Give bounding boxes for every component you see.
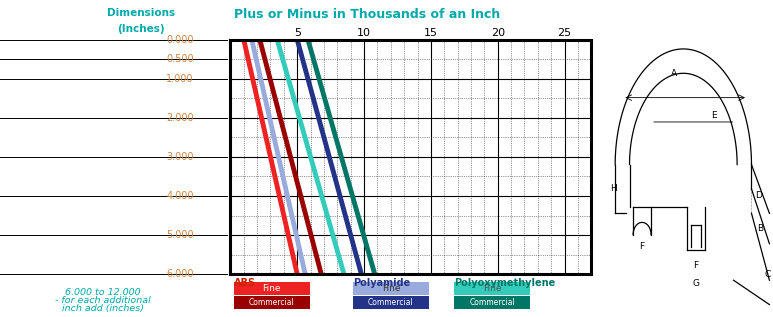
Text: Polyamide: Polyamide (353, 278, 410, 288)
Text: Fine: Fine (483, 284, 502, 293)
Text: Commercial: Commercial (249, 298, 295, 307)
FancyBboxPatch shape (455, 296, 530, 309)
FancyBboxPatch shape (234, 296, 310, 309)
FancyBboxPatch shape (455, 282, 530, 295)
Text: inch add (inches): inch add (inches) (62, 304, 144, 313)
Text: 15: 15 (424, 28, 438, 38)
Text: 0.000: 0.000 (166, 35, 194, 45)
Text: 3.000: 3.000 (166, 152, 194, 162)
FancyBboxPatch shape (353, 282, 429, 295)
FancyBboxPatch shape (353, 296, 429, 309)
Text: 10: 10 (357, 28, 371, 38)
Text: 2.000: 2.000 (166, 113, 194, 123)
Text: 0.500: 0.500 (166, 54, 194, 64)
Text: D: D (755, 191, 762, 199)
Text: - for each additional: - for each additional (55, 296, 151, 305)
Text: G: G (693, 279, 700, 288)
Text: B: B (758, 224, 764, 233)
Text: 1.000: 1.000 (166, 74, 194, 84)
Text: C: C (764, 270, 771, 279)
Text: Plus or Minus in Thousands of an Inch: Plus or Minus in Thousands of an Inch (234, 8, 500, 21)
Text: 20: 20 (491, 28, 505, 38)
FancyBboxPatch shape (234, 282, 310, 295)
Text: 4.000: 4.000 (166, 191, 194, 201)
Text: H: H (610, 184, 617, 193)
Text: Commercial: Commercial (368, 298, 414, 307)
Text: 6.000 to 12.000: 6.000 to 12.000 (65, 288, 141, 297)
Text: Commercial: Commercial (469, 298, 515, 307)
Text: A: A (671, 69, 677, 78)
Text: Dimensions: Dimensions (107, 8, 175, 18)
Text: E: E (711, 111, 717, 120)
Text: 6.000: 6.000 (166, 269, 194, 279)
Text: 5.000: 5.000 (166, 230, 194, 240)
Text: Fine: Fine (263, 284, 281, 293)
Text: Fine: Fine (382, 284, 400, 293)
Text: 5: 5 (294, 28, 301, 38)
Text: 25: 25 (557, 28, 572, 38)
Text: F: F (693, 261, 699, 269)
Text: F: F (639, 242, 645, 251)
Text: Polyoxymethylene: Polyoxymethylene (455, 278, 556, 288)
Text: (Inches): (Inches) (117, 24, 165, 34)
Text: ABS: ABS (234, 278, 256, 288)
